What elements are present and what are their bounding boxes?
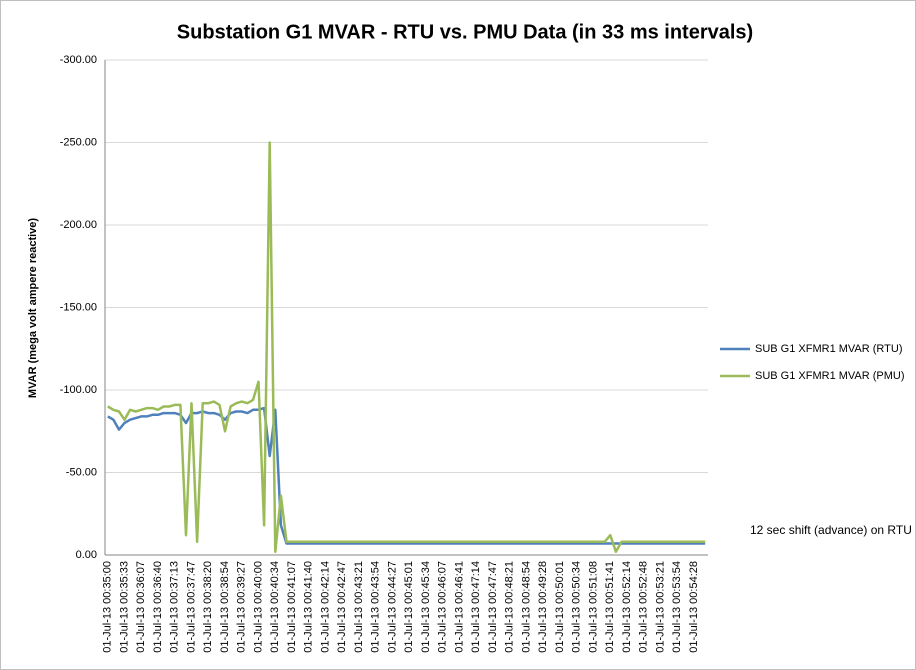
- x-tick-label: 01-Jul-13 00:52:48: [638, 561, 650, 653]
- x-tick-label: 01-Jul-13 00:38:54: [219, 561, 231, 653]
- series-line: [107, 141, 706, 553]
- legend-label: SUB G1 XFMR1 MVAR (RTU): [755, 343, 903, 355]
- x-tick-label: 01-Jul-13 00:38:20: [202, 561, 214, 653]
- y-tick-label: 0.00: [76, 549, 97, 561]
- x-tick-label: 01-Jul-13 00:54:28: [688, 561, 700, 653]
- y-tick-label: -50.00: [66, 466, 97, 478]
- legend-label: SUB G1 XFMR1 MVAR (PMU): [755, 370, 905, 382]
- x-tick-label: 01-Jul-13 00:39:27: [236, 561, 248, 653]
- x-tick-label: 01-Jul-13 00:47:47: [487, 561, 499, 653]
- x-tick-label: 01-Jul-13 00:53:21: [654, 561, 666, 653]
- x-tick-label: 01-Jul-13 00:50:01: [554, 561, 566, 653]
- x-tick-label: 01-Jul-13 00:40:00: [252, 561, 264, 653]
- y-tick-label: -200.00: [60, 219, 97, 231]
- x-tick-label: 01-Jul-13 00:35:00: [102, 561, 114, 653]
- x-tick-label: 01-Jul-13 00:36:40: [152, 561, 164, 653]
- x-tick-label: 01-Jul-13 00:37:13: [169, 561, 181, 653]
- y-axis-title: MVAR (mega volt ampere reactive): [27, 218, 39, 398]
- x-tick-label: 01-Jul-13 00:49:28: [537, 561, 549, 653]
- x-tick-label: 01-Jul-13 00:48:21: [504, 561, 516, 653]
- y-tick-label: -250.00: [60, 136, 97, 148]
- x-tick-label: 01-Jul-13 00:51:08: [587, 561, 599, 653]
- y-tick-label: -300.00: [60, 54, 97, 66]
- x-tick-label: 01-Jul-13 00:43:21: [353, 561, 365, 653]
- x-tick-label: 01-Jul-13 00:41:40: [303, 561, 315, 653]
- x-tick-label: 01-Jul-13 00:46:07: [437, 561, 449, 653]
- x-tick-label: 01-Jul-13 00:44:27: [386, 561, 398, 653]
- x-tick-label: 01-Jul-13 00:48:54: [520, 561, 532, 653]
- x-tick-label: 01-Jul-13 00:42:14: [319, 561, 331, 653]
- x-tick-label: 01-Jul-13 00:40:34: [269, 561, 281, 653]
- chart-title: Substation G1 MVAR - RTU vs. PMU Data (i…: [177, 21, 753, 43]
- x-tick-label: 01-Jul-13 00:50:34: [571, 561, 583, 653]
- x-tick-label: 01-Jul-13 00:35:33: [118, 561, 130, 653]
- x-tick-label: 01-Jul-13 00:43:54: [370, 561, 382, 653]
- x-tick-label: 01-Jul-13 00:46:41: [453, 561, 465, 653]
- series-line: [107, 406, 706, 545]
- x-tick-label: 01-Jul-13 00:45:34: [420, 561, 432, 653]
- x-tick-label: 01-Jul-13 00:36:07: [135, 561, 147, 653]
- x-tick-label: 01-Jul-13 00:52:14: [621, 561, 633, 653]
- x-tick-label: 01-Jul-13 00:37:47: [185, 561, 197, 653]
- x-tick-label: 01-Jul-13 00:41:07: [286, 561, 298, 653]
- x-tick-label: 01-Jul-13 00:47:14: [470, 561, 482, 653]
- x-tick-label: 01-Jul-13 00:45:01: [403, 561, 415, 653]
- y-tick-label: -150.00: [60, 301, 97, 313]
- x-tick-label: 01-Jul-13 00:53:54: [671, 561, 683, 653]
- annotation: 12 sec shift (advance) on RTU: [750, 523, 912, 537]
- x-tick-label: 01-Jul-13 00:51:41: [604, 561, 616, 653]
- x-tick-label: 01-Jul-13 00:42:47: [336, 561, 348, 653]
- y-tick-label: -100.00: [60, 384, 97, 396]
